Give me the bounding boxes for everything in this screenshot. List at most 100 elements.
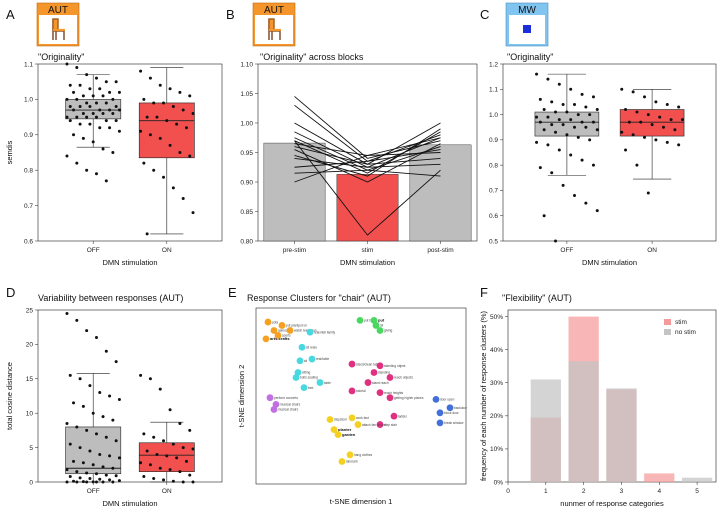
legend-label: stim	[675, 319, 687, 326]
data-point	[94, 432, 98, 436]
data-point	[139, 129, 143, 133]
data-point	[94, 172, 98, 176]
data-point	[65, 62, 69, 66]
data-point	[546, 115, 550, 119]
data-point	[588, 138, 592, 142]
data-point	[631, 90, 635, 94]
cluster-point	[338, 458, 346, 465]
data-point	[576, 113, 580, 117]
bar-stim	[644, 473, 675, 482]
data-point	[145, 449, 149, 453]
data-point	[101, 94, 105, 98]
data-point	[75, 161, 79, 165]
data-point	[145, 115, 149, 119]
point-label: stand reach	[372, 381, 389, 385]
data-point	[580, 120, 584, 124]
y-tick-label: 15	[26, 376, 34, 383]
data-point	[677, 143, 681, 147]
data-point	[142, 432, 146, 436]
cluster-point	[436, 419, 444, 427]
data-point	[65, 468, 69, 472]
data-point	[580, 92, 584, 96]
x-axis-label: t-SNE dimension 1	[330, 497, 393, 506]
data-point	[178, 470, 182, 474]
data-point	[72, 401, 76, 405]
data-point	[181, 197, 185, 201]
data-point	[191, 447, 195, 451]
data-point	[88, 104, 92, 108]
data-point	[101, 147, 105, 151]
data-point	[75, 318, 79, 322]
data-point	[168, 468, 172, 472]
x-tick-label: OFF	[87, 247, 100, 254]
data-point	[117, 456, 121, 460]
x-tick-label: ON	[162, 247, 172, 254]
point-label: door open	[440, 398, 455, 402]
data-point	[654, 138, 658, 142]
point-label: musical chairs	[278, 408, 299, 412]
data-point	[81, 404, 85, 408]
y-tick-label: 1.1	[489, 87, 498, 94]
data-point	[111, 466, 115, 470]
x-axis-label: DMN stimulation	[102, 258, 157, 267]
x-tick-label: pre-stim	[283, 247, 306, 254]
cluster-point	[316, 379, 324, 386]
subject-line	[294, 146, 441, 165]
cluster-point	[364, 379, 372, 386]
data-point	[68, 442, 72, 446]
point-label: bolts seating	[300, 376, 318, 380]
cluster-point	[270, 327, 278, 334]
data-point	[639, 120, 643, 124]
data-point	[117, 90, 121, 94]
cluster-point	[376, 362, 384, 370]
aut-badge-a: AUT	[36, 2, 80, 47]
data-point	[68, 104, 72, 108]
data-point	[646, 113, 650, 117]
data-point	[191, 211, 195, 215]
cluster-point	[306, 328, 314, 336]
data-point	[104, 80, 108, 84]
y-tick-label: 0.6	[489, 213, 498, 220]
y-tick-label: 5	[29, 445, 33, 452]
data-point	[108, 90, 112, 94]
panel-letter-e: E	[228, 285, 237, 300]
data-point	[108, 126, 112, 130]
data-point	[101, 480, 105, 484]
bar-post-stim	[409, 144, 472, 242]
data-point	[108, 454, 112, 458]
cluster-point	[278, 322, 286, 329]
cluster-point	[354, 421, 362, 428]
y-tick-label: 20	[26, 342, 34, 349]
data-point	[535, 72, 539, 76]
data-point	[68, 373, 72, 377]
data-point	[665, 102, 669, 106]
panel-a-title: "Originality"	[38, 52, 84, 62]
data-point	[542, 128, 546, 132]
data-point	[111, 112, 115, 116]
point-label: put by	[364, 319, 373, 323]
data-point	[108, 108, 112, 112]
data-point	[584, 125, 588, 129]
x-tick-label: post-stim	[427, 247, 453, 254]
data-point	[654, 100, 658, 104]
plot-frame	[502, 63, 717, 242]
data-point	[72, 459, 76, 463]
data-point	[139, 461, 143, 465]
data-point	[148, 133, 152, 137]
data-point	[158, 387, 162, 391]
data-point	[111, 418, 115, 422]
data-point	[145, 232, 149, 236]
x-axis-label: nunmer of response categories	[560, 499, 664, 508]
data-point	[665, 140, 669, 144]
data-point	[162, 101, 166, 105]
data-point	[104, 179, 108, 183]
point-label: work fast	[356, 416, 369, 420]
point-label: table	[324, 381, 331, 385]
y-tick-label: 0.7	[24, 203, 33, 210]
legend-swatch	[664, 329, 671, 335]
panel-letter-d: D	[6, 285, 15, 300]
point-label: standing object	[384, 364, 406, 368]
point-label: bed	[308, 386, 314, 390]
bar-no-stim	[681, 477, 713, 482]
